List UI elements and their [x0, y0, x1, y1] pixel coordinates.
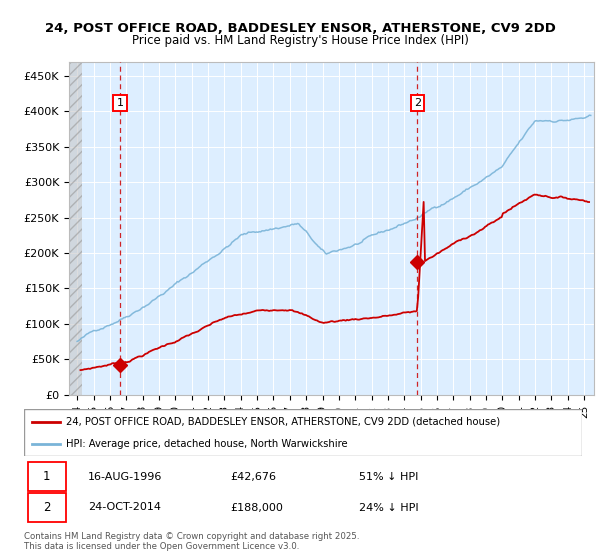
Bar: [69, 62, 82, 395]
Text: 16-AUG-1996: 16-AUG-1996: [88, 472, 163, 482]
Text: 24, POST OFFICE ROAD, BADDESLEY ENSOR, ATHERSTONE, CV9 2DD (detached house): 24, POST OFFICE ROAD, BADDESLEY ENSOR, A…: [66, 417, 500, 427]
FancyBboxPatch shape: [28, 463, 66, 491]
Text: 1: 1: [43, 470, 50, 483]
Text: 24-OCT-2014: 24-OCT-2014: [88, 502, 161, 512]
Text: 24, POST OFFICE ROAD, BADDESLEY ENSOR, ATHERSTONE, CV9 2DD: 24, POST OFFICE ROAD, BADDESLEY ENSOR, A…: [44, 22, 556, 35]
Text: Price paid vs. HM Land Registry's House Price Index (HPI): Price paid vs. HM Land Registry's House …: [131, 34, 469, 46]
Text: 2: 2: [43, 501, 50, 514]
Text: £188,000: £188,000: [230, 502, 283, 512]
Text: 2: 2: [414, 98, 421, 108]
FancyBboxPatch shape: [28, 493, 66, 522]
Text: 24% ↓ HPI: 24% ↓ HPI: [359, 502, 418, 512]
Text: 51% ↓ HPI: 51% ↓ HPI: [359, 472, 418, 482]
Text: Contains HM Land Registry data © Crown copyright and database right 2025.: Contains HM Land Registry data © Crown c…: [24, 532, 359, 541]
Text: 1: 1: [116, 98, 124, 108]
Text: HPI: Average price, detached house, North Warwickshire: HPI: Average price, detached house, Nort…: [66, 438, 347, 449]
FancyBboxPatch shape: [24, 409, 582, 456]
Text: £42,676: £42,676: [230, 472, 277, 482]
Text: This data is licensed under the Open Government Licence v3.0.: This data is licensed under the Open Gov…: [24, 542, 299, 550]
